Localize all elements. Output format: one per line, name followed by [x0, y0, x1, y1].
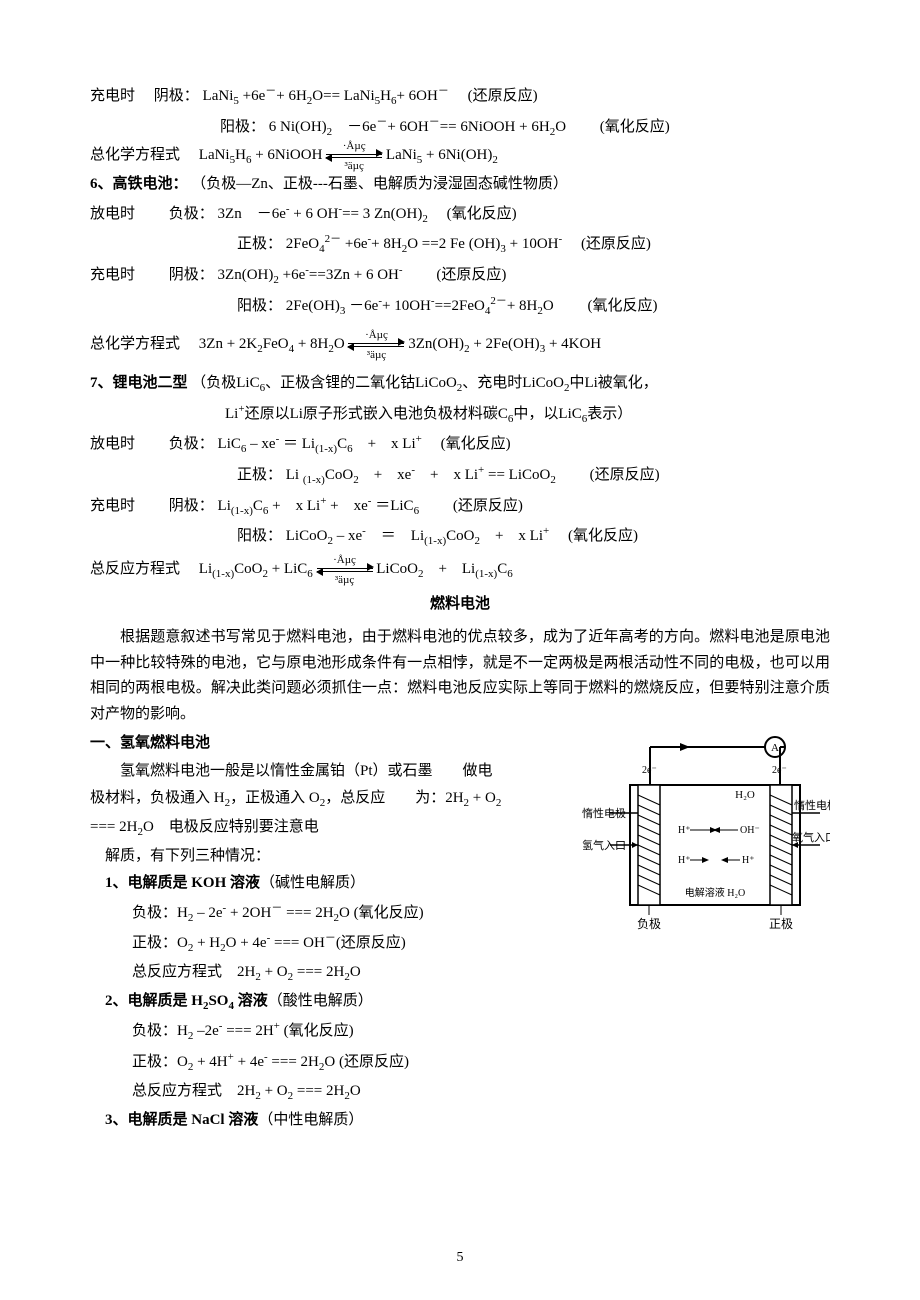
svg-text:H⁺: H⁺ — [678, 825, 691, 836]
svg-text:氢气入口: 氢气入口 — [582, 838, 626, 852]
nimh-charge-anode: 阳极： 6 Ni(OH)2 －6e－+ 6OH－== 6NiOOH + 6H2O… — [220, 113, 830, 142]
note: (还原反应) — [468, 88, 538, 104]
svg-text:H₂O: H₂O — [735, 789, 755, 801]
case2-neg: 负极：H2 –2e- === 2H+ (氧化反应) — [132, 1017, 830, 1046]
ferrate-discharge-pos: 正极： 2FeO42－ +6e-+ 8H2O ==2 Fe (OH)3 + 10… — [237, 230, 830, 259]
svg-text:OH⁻: OH⁻ — [740, 825, 760, 836]
svg-text:2e⁻: 2e⁻ — [772, 765, 787, 776]
anode-label: 阳极： — [220, 119, 265, 135]
svg-text:正极: 正极 — [769, 917, 793, 931]
svg-text:2e⁻: 2e⁻ — [642, 765, 657, 776]
ammeter-label: A — [771, 742, 779, 754]
equilibrium-arrow-icon: ·Åµç ³äµç — [326, 145, 382, 167]
ferrate-charge-cat: 充电时 阴极： 3Zn(OH)2 +6e-==3Zn + 6 OH- (还原反应… — [90, 261, 830, 290]
svg-text:H⁺: H⁺ — [742, 855, 755, 866]
case2-title: 2、电解质是 H2SO4 溶液（酸性电解质） — [90, 989, 830, 1016]
svg-text:负极: 负极 — [637, 917, 661, 931]
ferrate-title: 6、高铁电池： （负极—Zn、正极---石墨、电解质为浸湿固态碱性物质） — [90, 172, 830, 198]
case3-title: 3、电解质是 NaCl 溶液（中性电解质） — [90, 1108, 830, 1134]
section-6-num: 6、高铁电池： — [90, 176, 188, 192]
page-container: 充电时 阴极： LaNi5 +6e－+ 6H2O== LaNi5H6+ 6OH－… — [0, 0, 920, 1300]
page-number: 5 — [90, 1246, 830, 1270]
lithium-discharge-neg: 放电时 负极： LiC6 – xe- ＝ Li(1-x)C6 + x Li+ (… — [90, 430, 830, 459]
fuel-intro: 根据题意叙述书写常见于燃料电池，由于燃料电池的优点较多，成为了近年高考的方向。燃… — [90, 625, 830, 727]
svg-text:电解溶液 H₂O: 电解溶液 H₂O — [685, 886, 745, 899]
lithium-discharge-pos: 正极： Li (1-x)CoO2 + xe- + x Li+ == LiCoO2… — [237, 461, 830, 490]
right-electrode — [770, 785, 792, 905]
nimh-cathode-eq: LaNi5 +6e－+ 6H2O== LaNi5H6+ 6OH－ — [203, 88, 449, 104]
ferrate-overall: 总化学方程式 3Zn + 2K2FeO4 + 8H2O ·Åµç ³äµç 3Z… — [90, 332, 830, 359]
fuel-section: A 2e⁻ 2e⁻ — [90, 729, 830, 1135]
svg-text:惰性电极: 惰性电极 — [794, 798, 830, 812]
lithium-charge-an: 阳极： LiCoO2 – xe- ＝ Li(1-x)CoO2 + x Li+ (… — [237, 522, 830, 551]
equilibrium-arrow-icon: ·Åµç ³äµç — [348, 334, 404, 356]
fuel-cell-diagram: A 2e⁻ 2e⁻ — [580, 733, 830, 953]
case2-overall: 总反应方程式 2H2 + O2 === 2H2O — [132, 1079, 830, 1106]
nimh-overall-right: LaNi5 + 6Ni(OH)2 — [386, 147, 498, 163]
case2-pos: 正极：O2 + 4H+ + 4e- === 2H2O (还原反应) — [132, 1048, 830, 1077]
nimh-charge-cathode: 充电时 阴极： LaNi5 +6e－+ 6H2O== LaNi5H6+ 6OH－… — [90, 82, 830, 111]
equilibrium-arrow-icon: ·Åµç ³äµç — [317, 559, 373, 581]
svg-text:惰性电极: 惰性电极 — [582, 806, 626, 820]
ferrate-charge-an: 阳极： 2Fe(OH)3 －6e-+ 10OH-==2FeO42－+ 8H2O … — [237, 292, 830, 321]
case1-overall: 总反应方程式 2H2 + O2 === 2H2O — [132, 960, 830, 987]
svg-text:H⁺: H⁺ — [678, 855, 691, 866]
overall-label: 总化学方程式 — [90, 147, 180, 163]
lithium-title-2: Li+还原以Li原子形式嵌入电池负极材料碳C6中，以LiC6表示） — [225, 400, 830, 429]
section-7-num: 7、锂电池二型 — [90, 375, 188, 391]
ferrate-discharge-neg: 放电时 负极： 3Zn －6e- + 6 OH-== 3 Zn(OH)2 (氧化… — [90, 200, 830, 229]
nimh-overall: 总化学方程式 LaNi5H6 + 6NiOOH ·Åµç ³äµç LaNi5 … — [90, 143, 830, 170]
svg-text:氧气入口: 氧气入口 — [792, 830, 830, 844]
lithium-title: 7、锂电池二型 （负极LiC6、正极含锂的二氧化钴LiCoO2、充电时LiCoO… — [90, 371, 830, 398]
note: (氧化反应) — [600, 119, 670, 135]
left-electrode — [638, 785, 660, 905]
nimh-overall-left: LaNi5H6 + 6NiOOH — [199, 147, 323, 163]
cathode-label: 阴极： — [154, 88, 199, 104]
charge-label: 充电时 — [90, 88, 135, 104]
nimh-anode-eq: 6 Ni(OH)2 －6e－+ 6OH－== 6NiOOH + 6H2O — [269, 119, 566, 135]
fuel-heading: 燃料电池 — [90, 592, 830, 618]
lithium-overall: 总反应方程式 Li(1-x)CoO2 + LiC6 ·Åµç ³äµç LiCo… — [90, 557, 830, 584]
section-6-desc: （负极—Zn、正极---石墨、电解质为浸湿固态碱性物质） — [191, 176, 568, 192]
lithium-charge-cat: 充电时 阴极： Li(1-x)C6 + x Li+ + xe- ＝LiC6 (还… — [90, 492, 830, 521]
